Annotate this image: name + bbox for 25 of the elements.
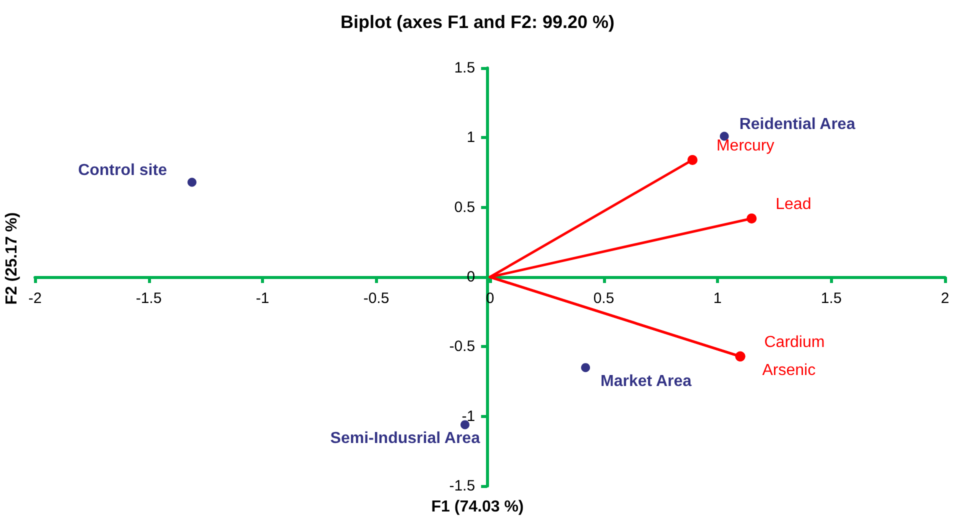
y-tick-label: 1.5 — [454, 60, 476, 76]
x-tick-label: 1 — [713, 290, 722, 307]
series-label: Arsenic — [762, 362, 816, 379]
x-axis-title: F1 (74.03 %) — [431, 498, 524, 516]
y-tick-label: -1.5 — [449, 478, 476, 494]
chart-title: Biplot (axes F1 and F2: 99.20 %) — [340, 12, 615, 32]
x-tick-label: 2 — [940, 290, 950, 307]
series-label: Lead — [776, 196, 812, 213]
series-label: Mercury — [716, 137, 774, 154]
x-tick-label: -1 — [256, 290, 270, 307]
y-axis-title: F2 (25.17 %) — [4, 212, 20, 305]
annotation: Reidential Area — [739, 116, 856, 133]
series-label: Cardium — [764, 334, 825, 351]
annotation: Market Area — [600, 373, 692, 390]
y-tick-label: -0.5 — [449, 338, 476, 356]
x-tick-label: -1.5 — [136, 290, 162, 307]
x-tick-label: 1.5 — [820, 290, 842, 307]
x-tick-label: 0.5 — [593, 290, 614, 307]
x-tick-label: -0.5 — [363, 290, 390, 307]
annotation: Semi-Indusrial Area — [330, 430, 480, 448]
x-tick-label: -2 — [28, 290, 42, 307]
y-tick-label: 1 — [466, 129, 476, 146]
y-tick-label: -1 — [462, 408, 476, 425]
annotation: Control site — [78, 162, 168, 179]
y-tick-label: 0.5 — [454, 198, 476, 216]
